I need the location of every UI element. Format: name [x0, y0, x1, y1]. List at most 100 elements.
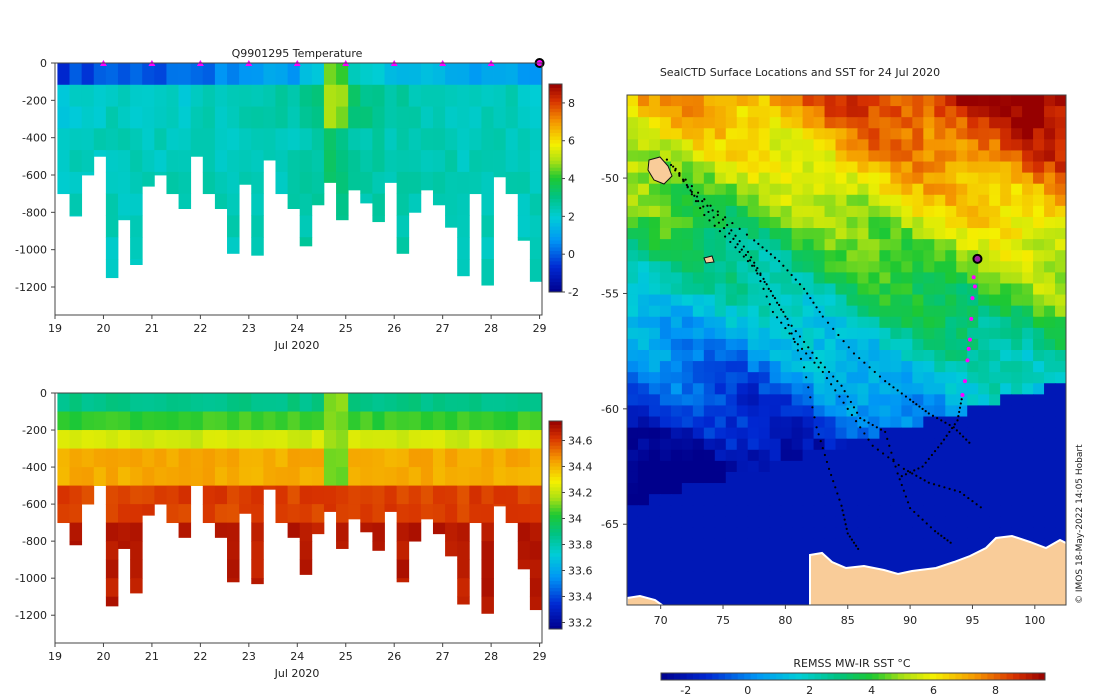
temperature-cell: [457, 193, 470, 216]
sst-cell: [747, 460, 760, 473]
sst-cell: [890, 538, 902, 551]
sst-cell: [1000, 305, 1012, 318]
sst-cell: [681, 172, 694, 185]
salinity-cell: [202, 467, 216, 486]
temperature-cell: [323, 106, 337, 129]
sst-cell: [879, 460, 891, 473]
sst-cell: [1000, 350, 1012, 362]
temperature-cell: [263, 84, 276, 107]
temperature-cell: [105, 84, 119, 107]
salinity-cell: [69, 485, 83, 505]
temperature-cell: [372, 150, 385, 173]
sst-cell: [1055, 117, 1066, 129]
sst-cell: [857, 216, 870, 229]
salinity-cell: [105, 448, 119, 468]
temperature-cell: [311, 150, 325, 173]
sst-cell: [692, 283, 705, 296]
sst-cell: [835, 128, 848, 140]
sst-cell: [901, 305, 913, 318]
sst-cell: [956, 128, 968, 140]
sst-cell: [857, 117, 870, 129]
sst-cell: [978, 327, 990, 340]
temperature-cell: [323, 84, 337, 107]
sst-cell: [747, 205, 760, 218]
track-point: [778, 303, 781, 307]
salinity-cell: [57, 467, 70, 486]
temperature-cell: [287, 106, 301, 129]
sst-cell: [747, 582, 760, 595]
sst-cell: [857, 161, 870, 174]
sst-cell: [912, 471, 924, 484]
sst-cell: [703, 305, 716, 318]
salinity-cell: [481, 596, 494, 614]
map-colorbar-segment: [821, 673, 828, 680]
sst-cell: [923, 438, 935, 451]
map-colorbar-segment: [795, 673, 803, 680]
sst-cell: [725, 427, 738, 440]
sst-cell: [747, 361, 760, 373]
sst-cell: [901, 205, 913, 218]
sst-cell: [725, 139, 738, 152]
map-colorbar-segment: [725, 673, 732, 680]
sst-cell: [703, 383, 716, 395]
track-point: [784, 326, 787, 330]
sst-cell: [934, 494, 946, 506]
sst-cell: [923, 239, 935, 251]
sst-cell: [1033, 438, 1045, 451]
salinity-cell: [93, 411, 107, 431]
sst-cell: [901, 117, 913, 129]
temperature-cell: [348, 84, 361, 107]
salinity-cell: [251, 559, 264, 579]
sst-cell: [659, 372, 672, 384]
sst-cell: [627, 216, 639, 229]
sst-cell: [945, 449, 957, 462]
track-point: [798, 335, 802, 338]
salinity-cell: [493, 485, 507, 505]
sst-cell: [627, 460, 639, 473]
sst-cell: [736, 527, 749, 540]
sst-cell: [659, 549, 672, 562]
sst-cell: [857, 294, 870, 307]
temperature-colorbar-segment: [549, 84, 562, 88]
sst-cell: [901, 250, 913, 262]
sst-cell: [670, 172, 683, 185]
salinity-cell: [360, 430, 373, 449]
sst-cell: [901, 239, 913, 251]
y-tick-label: -800: [22, 535, 47, 548]
sst-cell: [945, 305, 957, 318]
temperature-cell: [227, 193, 240, 216]
sst-cell: [1055, 106, 1066, 118]
temperature-cell: [142, 150, 155, 173]
track-point: [802, 287, 806, 290]
sst-cell: [791, 150, 804, 163]
sst-cell: [725, 161, 738, 174]
sst-cell: [934, 372, 946, 384]
sst-cell: [1055, 361, 1066, 373]
sst-cell: [945, 150, 957, 163]
salinity-cell: [372, 430, 385, 449]
sst-cell: [802, 483, 815, 495]
seal-tracks: [665, 158, 982, 550]
sst-cell: [846, 494, 859, 506]
map-colorbar-tick-label: 4: [868, 684, 875, 697]
sst-cell: [637, 106, 650, 118]
temperature-cell: [251, 171, 264, 195]
sst-cell: [978, 183, 990, 196]
temperature-cell: [396, 128, 410, 151]
track-point: [960, 398, 963, 401]
track-point: [805, 352, 808, 355]
sst-cell: [901, 272, 913, 285]
sst-cell: [956, 460, 968, 473]
sst-cell: [813, 95, 826, 107]
salinity-cell: [457, 467, 470, 486]
salinity-cell: [69, 504, 83, 524]
sst-cell: [747, 471, 760, 484]
sst-cell: [769, 117, 782, 129]
sst-cell: [1000, 95, 1012, 107]
sst-cell: [978, 383, 990, 395]
sst-cell: [846, 372, 859, 384]
sst-cell: [1000, 427, 1012, 440]
salinity-cell: [432, 448, 446, 468]
sst-cell: [978, 405, 990, 418]
